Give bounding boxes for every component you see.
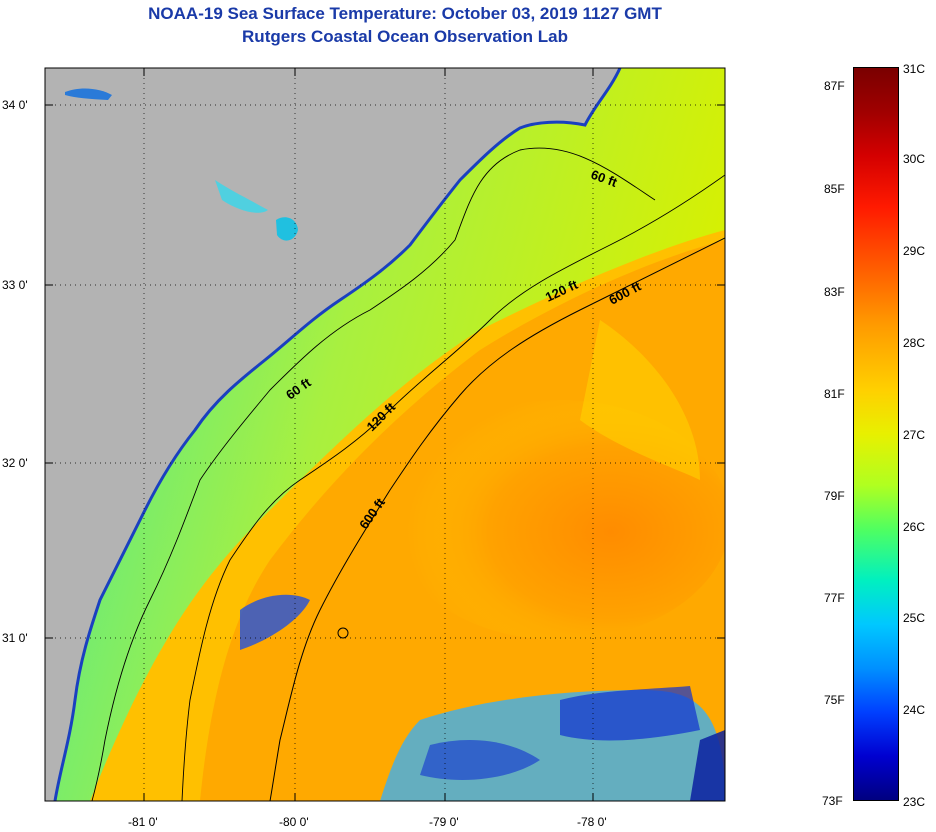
lat-label-34: 34 0': [2, 98, 28, 112]
cold-spot-sw: [240, 594, 310, 650]
colorbar-c-29: 29C: [903, 244, 926, 258]
lat-label-32: 32 0': [2, 456, 28, 470]
graticule: [45, 68, 725, 801]
coastline: [53, 68, 622, 801]
sst-map: 60 ft 120 ft 600 ft 60 ft 120 ft 600 ft …: [2, 67, 726, 829]
map-subtitle: Rutgers Coastal Ocean Observation Lab: [242, 27, 568, 46]
lon-label-78: -78 0': [577, 815, 607, 829]
lake-north: [65, 88, 112, 100]
colorbar-f-79: 79F: [824, 489, 845, 503]
lake-marion: [215, 180, 268, 213]
contour-120ft: [181, 174, 725, 801]
map-title: NOAA-19 Sea Surface Temperature: October…: [148, 4, 662, 23]
colorbar-f-85: 85F: [824, 182, 845, 196]
map-frame: [44, 67, 726, 802]
colorbar-c-28: 28C: [903, 336, 926, 350]
lon-label-81: -81 0': [128, 815, 158, 829]
colorbar-c-31: 31C: [903, 62, 926, 76]
cold-streak-se: [560, 686, 700, 741]
colorbar-c-23: 23C: [903, 795, 926, 809]
colorbar-f-87: 87F: [824, 79, 845, 93]
cold-streak-s: [420, 740, 540, 780]
colorbar-f-75: 75F: [824, 693, 845, 707]
contour-600ft: [269, 237, 725, 801]
colorbar-c-26: 26C: [903, 520, 926, 534]
colorbar-c-25: 25C: [903, 611, 926, 625]
frame-ticks: [45, 68, 725, 801]
warm-eddy: [390, 400, 725, 640]
lake-moultrie: [276, 217, 298, 241]
land-mass: [45, 68, 620, 801]
lat-label-31: 31 0': [2, 631, 28, 645]
cold-corner: [690, 730, 725, 801]
colorbar-f-77: 77F: [824, 591, 845, 605]
lon-label-79: -79 0': [429, 815, 459, 829]
colorbar-f-73: 73F: [822, 794, 843, 808]
colorbar-c-27: 27C: [903, 428, 926, 442]
temperature-colorbar: [853, 67, 899, 801]
contour-ring: [337, 627, 349, 639]
colorbar-c-30: 30C: [903, 152, 926, 166]
colorbar-c-24: 24C: [903, 703, 926, 717]
colorbar-f-83: 83F: [824, 285, 845, 299]
contour-60ft: [91, 147, 656, 801]
lat-label-33: 33 0': [2, 278, 28, 292]
yellow-band: [580, 320, 700, 480]
lon-label-80: -80 0': [279, 815, 309, 829]
colorbar-f-81: 81F: [824, 387, 845, 401]
